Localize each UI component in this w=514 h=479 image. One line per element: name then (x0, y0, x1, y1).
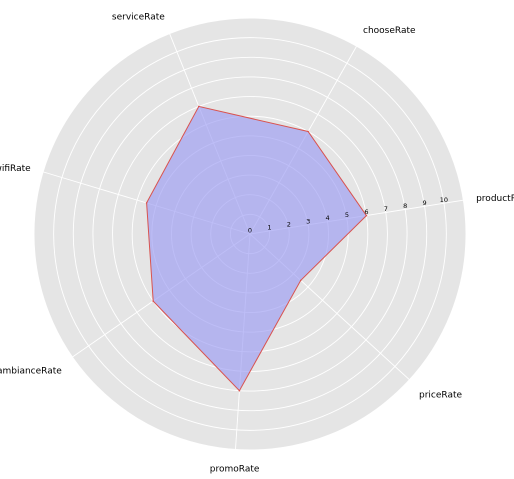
tick-label-1: 1 (267, 223, 271, 231)
data-point-chooseRate (307, 130, 309, 133)
axis-label-serviceRate: serviceRate (112, 13, 165, 23)
data-point-priceRate (299, 279, 302, 282)
tick-label-10: 10 (440, 196, 448, 204)
data-point-serviceRate (198, 105, 200, 108)
axis-label-productRate: productRate (476, 194, 514, 204)
tick-label-9: 9 (423, 199, 427, 207)
data-point-ambianceRate (152, 300, 154, 302)
tick-label-3: 3 (306, 217, 310, 225)
axis-label-wifiRate: wifiRate (0, 164, 31, 174)
grid-ring-9 (72, 56, 428, 412)
axis-label-priceRate: priceRate (419, 391, 462, 401)
tick-label-7: 7 (384, 205, 388, 213)
tick-label-0: 0 (248, 227, 252, 235)
data-point-productRate (365, 214, 368, 217)
series-line (146, 105, 368, 392)
tick-label-2: 2 (287, 220, 291, 228)
grid-ring-10 (53, 37, 447, 431)
axis-label-promoRate: promoRate (210, 464, 260, 474)
data-point-wifiRate (145, 202, 148, 204)
axis-label-chooseRate: chooseRate (363, 26, 416, 36)
axis-label-ambianceRate: ambianceRate (0, 366, 62, 376)
tick-label-4: 4 (326, 214, 330, 222)
series-area (146, 106, 367, 391)
tick-label-6: 6 (364, 208, 368, 216)
data-point-promoRate (238, 389, 241, 392)
grid-ring-8 (92, 76, 408, 392)
tick-label-8: 8 (403, 202, 407, 210)
grid-ring-11 (33, 17, 467, 451)
tick-label-5: 5 (345, 211, 349, 219)
